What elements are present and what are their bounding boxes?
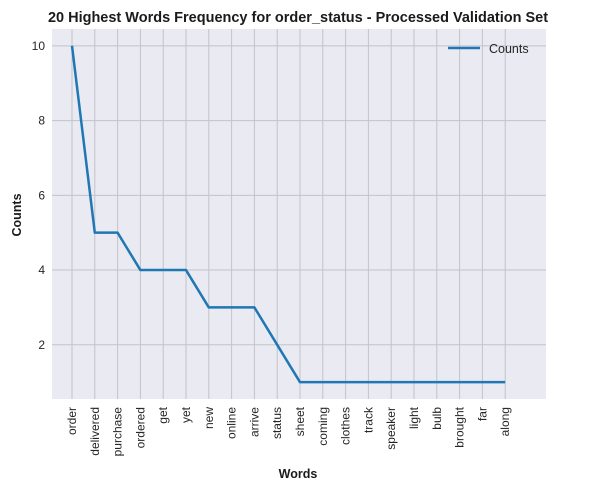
x-tick-label: track xyxy=(361,406,375,433)
x-tick-label: status xyxy=(270,407,284,439)
x-tick-label: purchase xyxy=(111,407,125,457)
x-tick-label: new xyxy=(202,407,216,429)
x-tick-label: light xyxy=(407,406,421,429)
x-tick-label: speaker xyxy=(384,407,398,450)
y-tick-label: 6 xyxy=(38,188,45,202)
legend-label: Counts xyxy=(489,42,529,56)
x-tick-label: ordered xyxy=(133,407,147,448)
x-tick-label: online xyxy=(225,407,239,439)
x-tick-labels: order delivered purchase ordered get yet new on… xyxy=(65,406,512,456)
x-tick-label: bulb xyxy=(430,407,444,430)
series-line xyxy=(70,45,506,384)
y-tick-label: 8 xyxy=(38,114,45,128)
x-tick-label: order xyxy=(65,407,79,435)
grid xyxy=(52,29,546,399)
y-tick-label: 10 xyxy=(32,39,46,53)
x-tick-label: far xyxy=(475,407,489,421)
plot-area xyxy=(52,29,546,399)
x-tick-label: sheet xyxy=(293,406,307,436)
y-tick-label: 4 xyxy=(38,263,45,277)
x-axis-label: Words xyxy=(279,467,318,481)
x-tick-label: get xyxy=(156,406,170,423)
y-tick-labels: 2 4 6 8 10 xyxy=(32,39,46,352)
y-tick-label: 2 xyxy=(38,338,45,352)
x-tick-label: coming xyxy=(316,407,330,446)
y-axis-label: Counts xyxy=(10,193,24,236)
x-tick-label: along xyxy=(498,407,512,436)
x-tick-label: brought xyxy=(453,406,467,447)
legend: Counts xyxy=(448,42,529,56)
x-tick-label: arrive xyxy=(247,407,261,437)
chart-title: 20 Highest Words Frequency for order_sta… xyxy=(48,10,548,26)
x-tick-label: yet xyxy=(179,406,193,423)
series-lines xyxy=(70,45,506,384)
x-tick-label: delivered xyxy=(88,407,102,456)
x-tick-label: clothes xyxy=(339,407,353,445)
